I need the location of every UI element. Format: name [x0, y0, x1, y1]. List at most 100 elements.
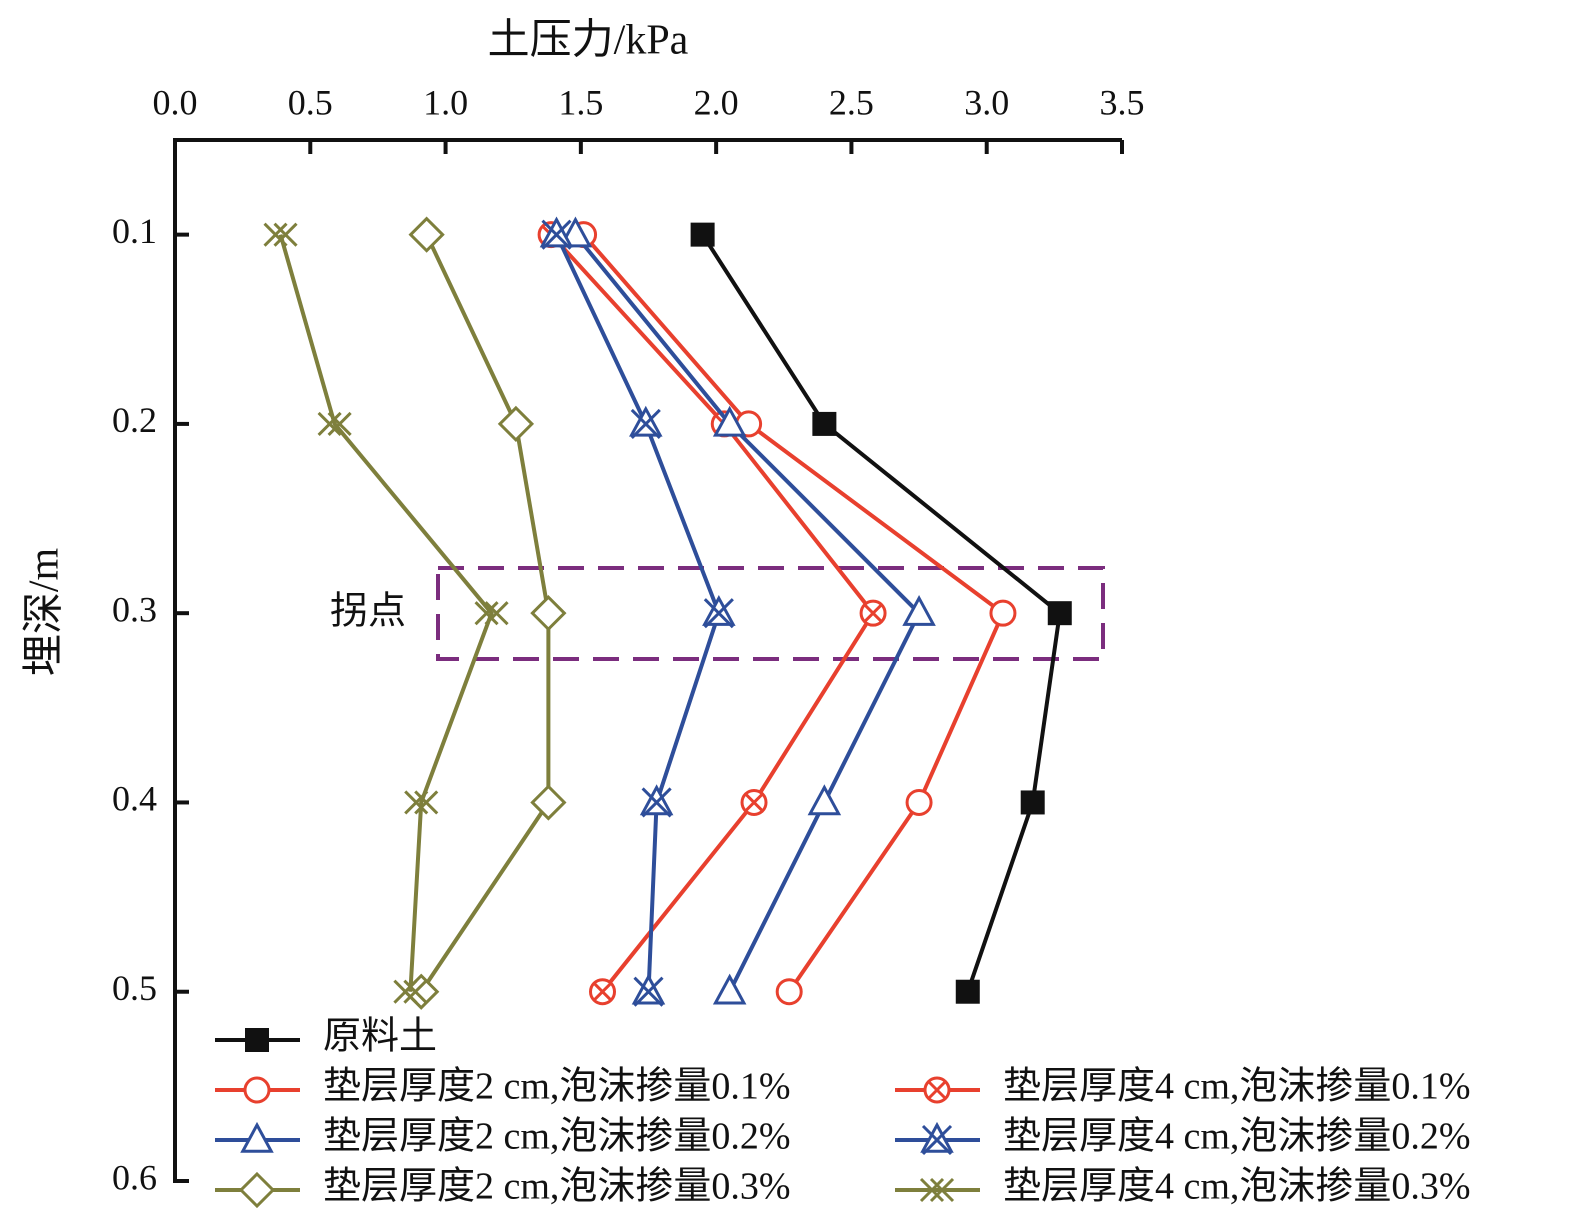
marker: [408, 216, 445, 253]
y-axis-title: 埋深/m: [22, 548, 68, 677]
marker: [775, 978, 803, 1006]
legend-label: 垫层厚度4 cm,泡沫掺量0.3%: [1003, 1166, 1471, 1208]
marker-part: [497, 405, 535, 443]
marker-part: [921, 1124, 953, 1156]
marker-part: [712, 405, 747, 437]
marker-part: [989, 599, 1017, 627]
legend-label: 原料土: [323, 1016, 437, 1058]
marker: [589, 978, 617, 1006]
series-line: [278, 234, 494, 992]
marker: [629, 405, 663, 439]
marker: [263, 222, 298, 247]
marker-part: [592, 982, 613, 1002]
marker: [404, 790, 439, 815]
marker: [902, 595, 936, 626]
marker-part: [404, 790, 429, 815]
marker-part: [393, 979, 418, 1004]
marker-part: [633, 976, 664, 1007]
marker: [712, 405, 747, 437]
marker-part: [955, 979, 980, 1004]
x-tick-label: 1.0: [423, 82, 468, 122]
marker-part: [414, 790, 439, 815]
marker-part: [902, 595, 936, 626]
marker-part: [1047, 601, 1072, 626]
marker: [920, 1121, 954, 1156]
marker: [807, 784, 842, 816]
marker-part: [408, 216, 445, 253]
marker: [955, 979, 980, 1004]
x-tick-label: 0.5: [288, 82, 333, 122]
marker: [859, 599, 887, 627]
marker: [530, 784, 567, 821]
marker: [317, 411, 352, 436]
marker-part: [327, 411, 352, 436]
legend-label: 垫层厚度2 cm,泡沫掺量0.1%: [323, 1066, 791, 1108]
marker: [1020, 790, 1045, 815]
x-tick-label: 0.0: [153, 82, 198, 122]
marker-part: [530, 784, 567, 821]
marker-part: [905, 788, 933, 816]
x-tick-label: 3.0: [964, 82, 1009, 122]
marker-part: [245, 1028, 269, 1052]
marker: [238, 1171, 276, 1209]
legend-label: 垫层厚度2 cm,泡沫掺量0.2%: [323, 1116, 791, 1158]
marker-part: [927, 1080, 947, 1100]
y-tick-label: 0.6: [112, 1157, 157, 1197]
marker: [639, 784, 674, 818]
inflection-box: [436, 566, 1105, 661]
marker: [631, 973, 666, 1007]
marker-part: [263, 222, 288, 247]
marker: [702, 595, 736, 629]
marker-part: [863, 603, 883, 623]
x-axis-title: 土压力/kPa: [488, 18, 689, 64]
x-tick-label: 2.0: [694, 82, 739, 122]
y-tick-label: 0.2: [112, 400, 157, 440]
marker: [530, 595, 567, 632]
series-line: [582, 233, 1006, 993]
marker: [245, 1028, 269, 1052]
legend-label: 垫层厚度2 cm,泡沫掺量0.3%: [323, 1166, 791, 1208]
marker-part: [744, 792, 764, 813]
marker: [905, 788, 933, 816]
marker: [474, 601, 509, 626]
y-tick-label: 0.4: [112, 779, 157, 819]
marker-part: [238, 1171, 276, 1209]
y-tick-label: 0.3: [112, 589, 157, 629]
marker: [923, 1076, 951, 1104]
marker-part: [703, 598, 734, 629]
marker: [243, 1076, 271, 1104]
legend-label: 垫层厚度4 cm,泡沫掺量0.1%: [1003, 1066, 1471, 1108]
marker-part: [484, 601, 509, 626]
y-tick-label: 0.1: [112, 211, 157, 251]
annotation: 拐点: [330, 591, 406, 633]
marker-part: [273, 222, 298, 247]
marker: [690, 222, 715, 247]
marker-part: [530, 595, 567, 632]
marker-part: [403, 979, 428, 1004]
marker: [497, 405, 535, 443]
marker-part: [1020, 790, 1045, 815]
x-tick-label: 3.5: [1100, 82, 1145, 122]
marker-part: [712, 973, 747, 1005]
marker-part: [690, 222, 715, 247]
marker-part: [630, 408, 661, 439]
marker-part: [641, 787, 672, 818]
marker-part: [929, 1177, 955, 1203]
marker: [740, 788, 768, 816]
marker-part: [919, 1177, 945, 1203]
marker-part: [541, 219, 572, 250]
marker-part: [775, 978, 803, 1006]
marker: [1047, 601, 1072, 626]
marker: [393, 979, 428, 1004]
marker-part: [474, 601, 499, 626]
marker-part: [807, 784, 842, 816]
marker: [712, 973, 747, 1005]
y-tick-label: 0.5: [112, 968, 157, 1008]
marker: [919, 1177, 955, 1203]
legend-label: 垫层厚度4 cm,泡沫掺量0.2%: [1003, 1116, 1471, 1158]
marker: [812, 411, 837, 436]
x-tick-label: 1.5: [558, 82, 603, 122]
marker-part: [240, 1121, 274, 1153]
marker-part: [317, 411, 342, 436]
